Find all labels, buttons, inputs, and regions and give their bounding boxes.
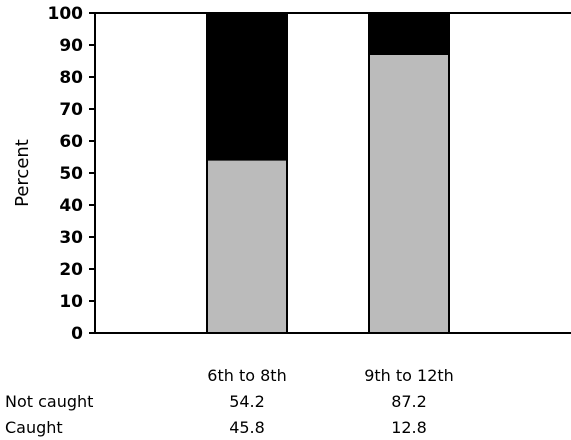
- bar-segment-caught-2: [368, 12, 450, 55]
- y-tick-label: 80: [59, 68, 83, 88]
- category-label: 6th to 8th: [207, 366, 286, 385]
- axes-layer: [94, 12, 571, 334]
- y-tick-label: 0: [71, 324, 83, 344]
- table-row-label: Caught: [5, 418, 63, 437]
- y-axis-ticks: 0 10 20 30 40 50 60 70 80 90 100: [48, 4, 95, 344]
- y-tick-label: 20: [59, 260, 83, 280]
- y-tick-label: 100: [48, 4, 84, 24]
- plot-frame: [94, 12, 571, 334]
- y-tick-label: 10: [59, 292, 83, 312]
- y-tick-label: 50: [59, 164, 83, 184]
- table-row-label: Not caught: [5, 392, 93, 411]
- table-cell-value: 87.2: [391, 392, 427, 411]
- bar-segment-not-caught-2: [368, 52, 450, 335]
- y-tick-label: 90: [59, 36, 83, 56]
- table-cell-value: 54.2: [229, 392, 265, 411]
- table-cell-value: 45.8: [229, 418, 265, 437]
- x-category-labels: 6th to 8th 9th to 12th: [207, 366, 454, 385]
- y-tick-label: 40: [59, 196, 83, 216]
- y-tick-label: 70: [59, 100, 83, 120]
- y-tick-label: 60: [59, 132, 83, 152]
- category-label: 9th to 12th: [364, 366, 454, 385]
- bars-layer: [206, 12, 450, 335]
- bar-segment-caught-1: [206, 12, 288, 161]
- data-table: Not caught 54.2 87.2 Caught 45.8 12.8: [5, 392, 427, 437]
- y-axis-title: Percent: [12, 139, 33, 207]
- bar-segment-not-caught-1: [206, 158, 288, 334]
- table-cell-value: 12.8: [391, 418, 427, 437]
- y-tick-label: 30: [59, 228, 83, 248]
